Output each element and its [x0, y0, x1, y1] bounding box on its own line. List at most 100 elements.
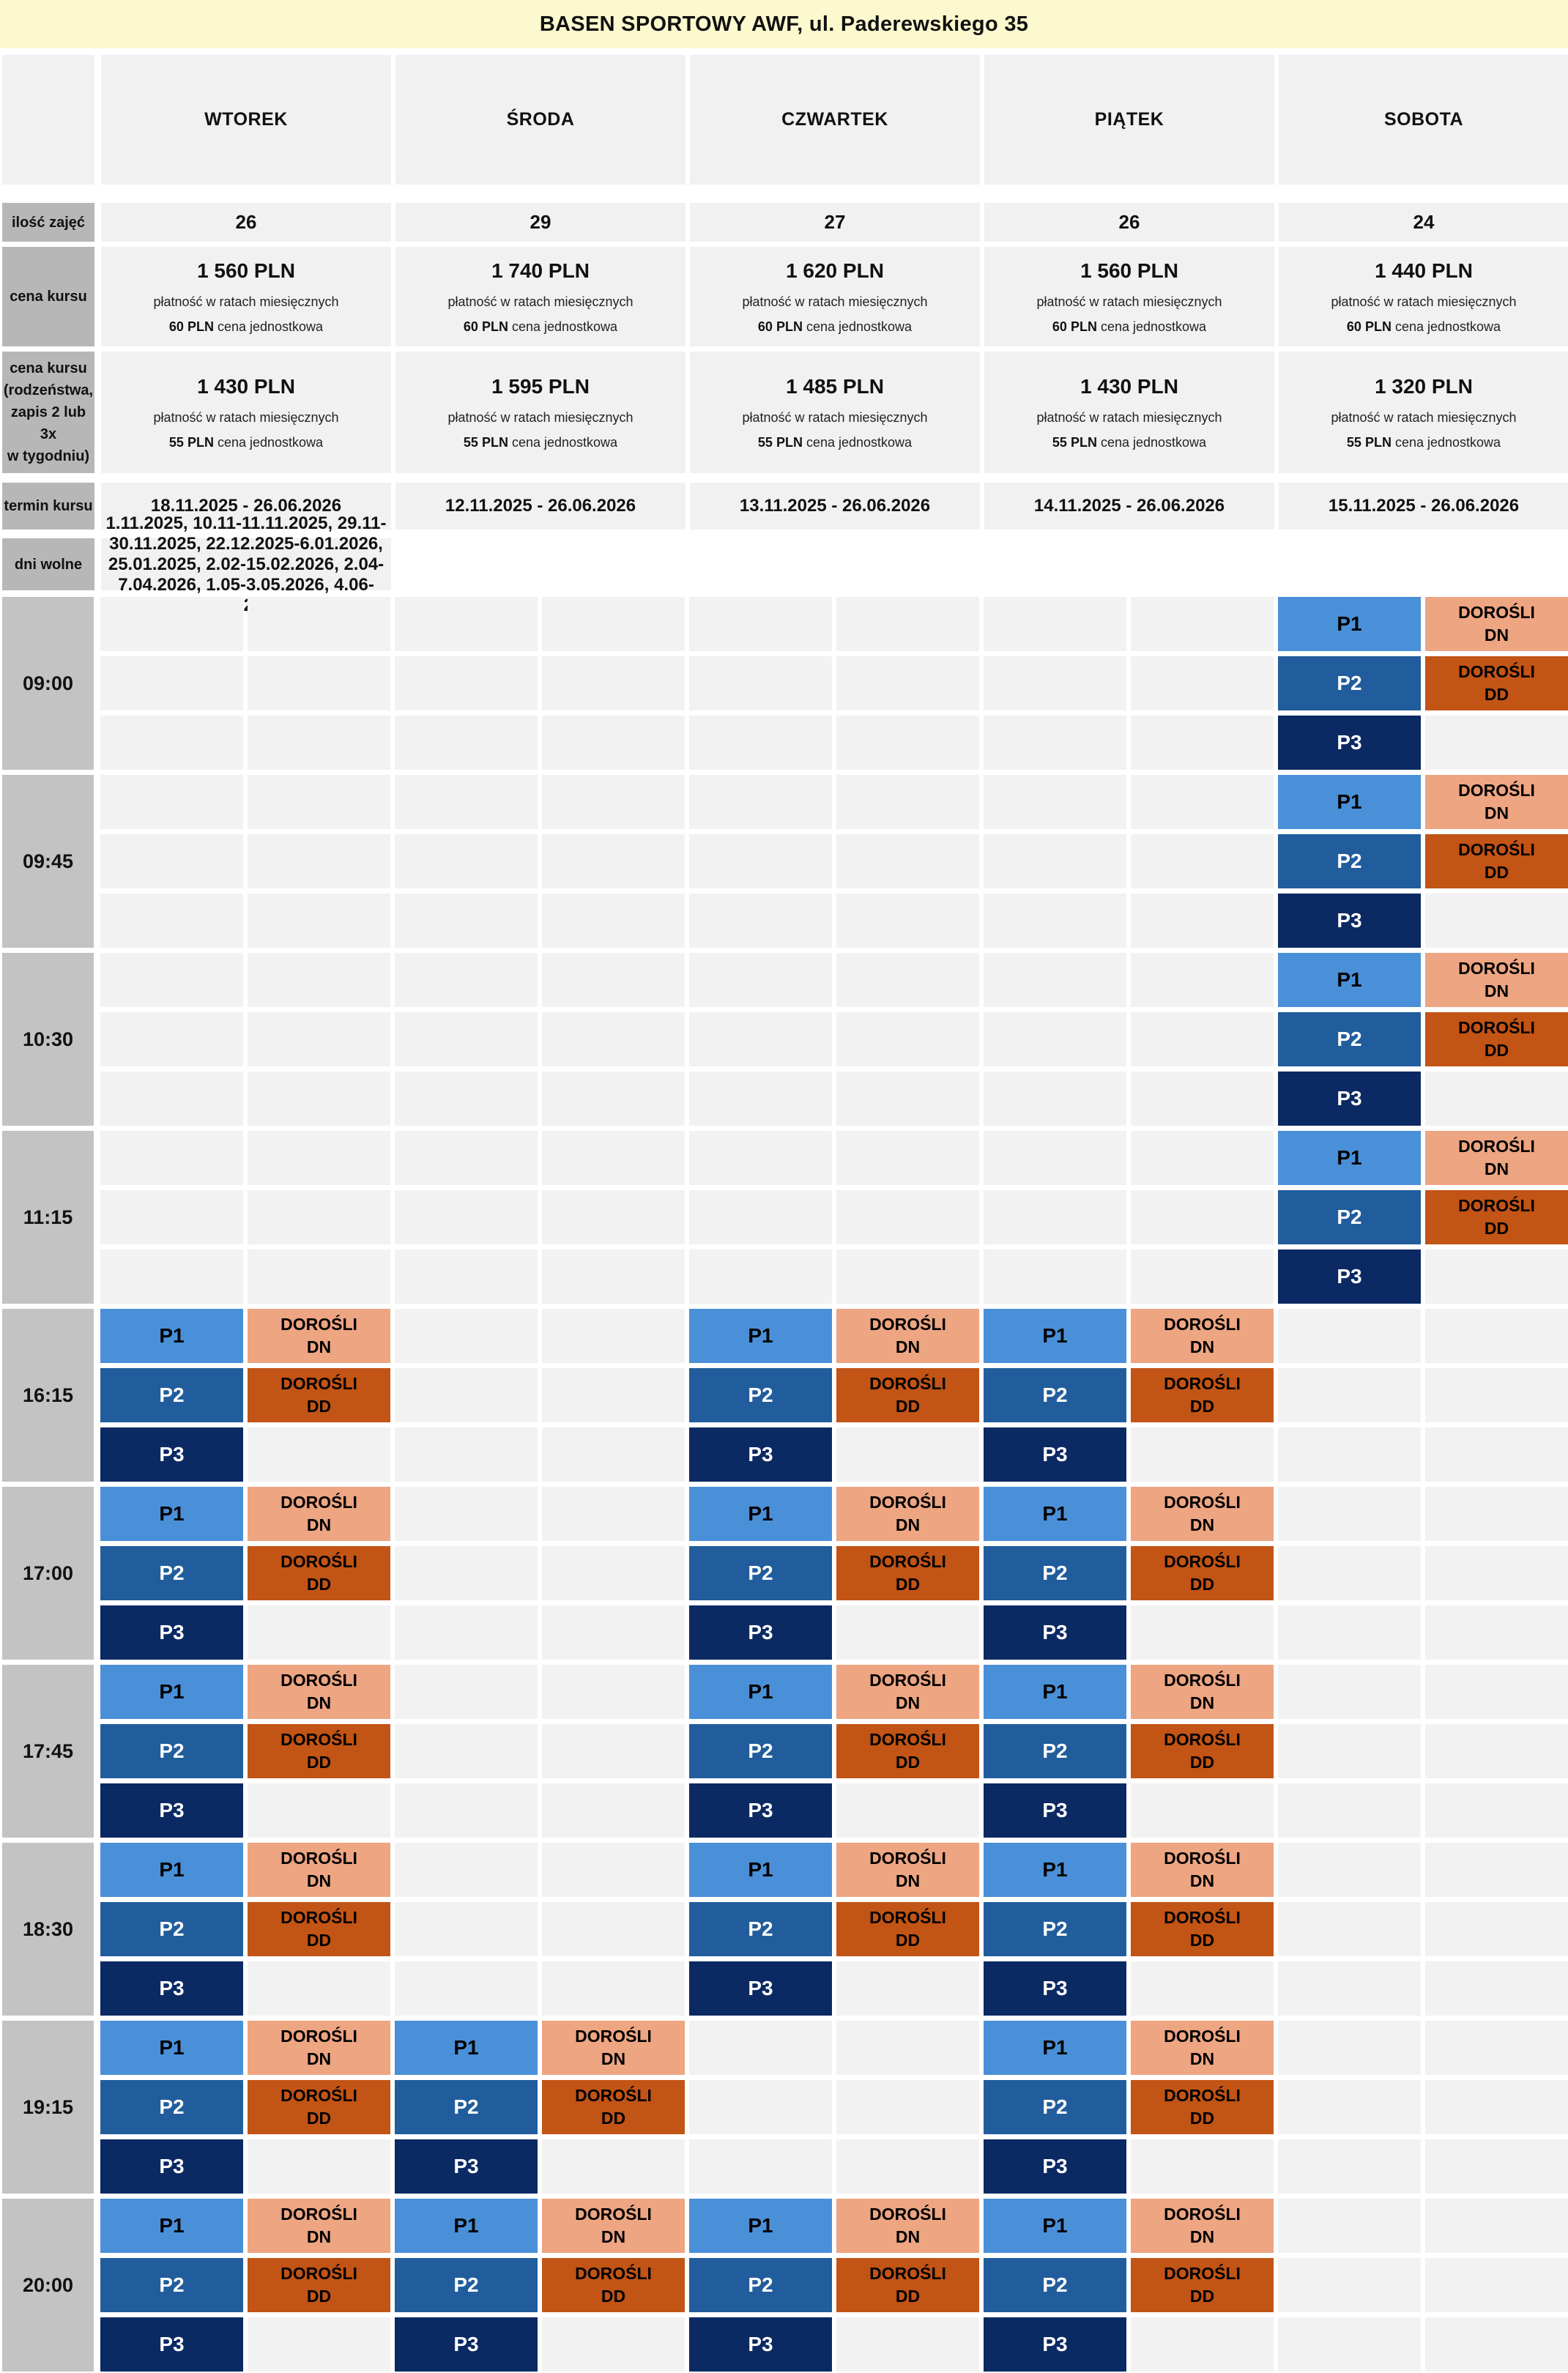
adults-block-dd: DOROŚLI DD — [1425, 656, 1568, 710]
empty-slot — [984, 1131, 1126, 1185]
lesson-block-p3: P3 — [100, 2317, 243, 2372]
empty-slot — [542, 1546, 685, 1600]
lesson-block-p2: P2 — [1278, 656, 1421, 710]
day-schedule-column: P1 DOROŚLI DN P2 DOROŚLI DD P3 — [689, 1665, 979, 1838]
day-schedule-column — [984, 1131, 1274, 1304]
empty-slot — [395, 1012, 538, 1066]
day-schedule-column: P1 DOROŚLI DN P2 DOROŚLI DD P3 — [984, 1487, 1274, 1660]
lesson-block-p1: P1 — [100, 1487, 243, 1541]
adults-block-dd: DOROŚLI DD — [248, 1724, 390, 1778]
lesson-block-p2: P2 — [1278, 1190, 1421, 1244]
discount-price-cell-czwartek: 1 485 PLN płatność w ratach miesięcznych… — [690, 352, 980, 473]
empty-slot — [542, 2139, 685, 2194]
empty-slot — [100, 953, 243, 1007]
adults-block-dn: DOROŚLI DN — [836, 1843, 979, 1897]
empty-slot — [1278, 2080, 1421, 2134]
row-label-days-off: dni wolne — [2, 538, 94, 590]
unit-price: 55 PLN cena jednostkowa — [757, 434, 913, 450]
adults-block-dd: DOROŚLI DD — [1131, 2080, 1274, 2134]
empty-slot — [1425, 1605, 1568, 1660]
empty-slot — [836, 1190, 979, 1244]
empty-slot — [1425, 2258, 1568, 2312]
empty-slot — [1278, 1309, 1421, 1363]
empty-slot — [1131, 834, 1274, 888]
payment-note: płatność w ratach miesięcznych — [1331, 294, 1517, 309]
empty-slot — [542, 1309, 685, 1363]
day-schedule-column — [395, 1131, 685, 1304]
day-schedule-column: P1 DOROŚLI DN P2 DOROŚLI DD P3 — [689, 2199, 979, 2372]
lesson-block-p1: P1 — [395, 2021, 538, 2075]
lesson-block-p1: P1 — [984, 1309, 1126, 1363]
lesson-block-p2: P2 — [984, 1368, 1126, 1422]
day-schedule-column — [1278, 2199, 1568, 2372]
day-schedule-column — [100, 597, 390, 770]
payment-note: płatność w ratach miesięcznych — [1036, 294, 1222, 309]
unit-price: 60 PLN cena jednostkowa — [463, 319, 618, 334]
lesson-block-p1: P1 — [100, 2199, 243, 2253]
lesson-block-p1: P1 — [689, 1665, 832, 1719]
adults-block-dn: DOROŚLI DN — [1425, 1131, 1568, 1185]
empty-slot — [1425, 1546, 1568, 1600]
empty-slot — [395, 1249, 538, 1304]
empty-slot — [100, 1190, 243, 1244]
empty-slot — [542, 834, 685, 888]
empty-slot — [1278, 2021, 1421, 2075]
empty-slot — [395, 1724, 538, 1778]
day-schedule-column: P1 DOROŚLI DN P2 DOROŚLI DD P3 — [689, 1309, 979, 1482]
empty-slot — [1425, 1249, 1568, 1304]
empty-slot — [542, 1249, 685, 1304]
lesson-block-p2: P2 — [395, 2080, 538, 2134]
lesson-block-p2: P2 — [984, 2258, 1126, 2312]
discount-price-row: cena kursu (rodzeństwa, zapis 2 lub 3x w… — [0, 352, 1568, 473]
day-schedule-column: P1 DOROŚLI DN P2 DOROŚLI DD P3 — [100, 1309, 390, 1482]
lesson-block-p1: P1 — [689, 2199, 832, 2253]
empty-slot — [836, 1783, 979, 1838]
empty-slot — [542, 1843, 685, 1897]
day-schedule-column — [984, 953, 1274, 1126]
time-group: 09:45 P1 DOROŚLI DN P2 DOROŚLI DD P3 — [0, 775, 1568, 948]
day-schedule-column: P1 DOROŚLI DN P2 DOROŚLI DD P3 — [1278, 1131, 1568, 1304]
payment-note: płatność w ratach miesięcznych — [153, 409, 339, 425]
empty-slot — [1278, 2139, 1421, 2194]
day-schedule-column — [689, 775, 979, 948]
adults-block-dd: DOROŚLI DD — [1131, 1724, 1274, 1778]
lesson-block-p3: P3 — [1278, 716, 1421, 770]
row-label-sessions: ilość zajęć — [2, 203, 94, 242]
empty-slot — [1425, 716, 1568, 770]
discount-price-cell-wtorek: 1 430 PLN płatność w ratach miesięcznych… — [101, 352, 391, 473]
term-cell-sroda: 12.11.2025 - 26.06.2026 — [395, 483, 685, 530]
empty-slot — [542, 1724, 685, 1778]
empty-slot — [248, 1427, 390, 1482]
price-value: 1 560 PLN — [197, 259, 295, 282]
day-schedule-column — [1278, 1309, 1568, 1482]
empty-slot — [542, 894, 685, 948]
lesson-block-p2: P2 — [984, 1724, 1126, 1778]
day-schedule-column — [689, 2021, 979, 2194]
empty-slot — [836, 2139, 979, 2194]
lesson-block-p3: P3 — [984, 2139, 1126, 2194]
lesson-block-p2: P2 — [689, 1368, 832, 1422]
empty-slot — [836, 2021, 979, 2075]
sessions-value-sobota: 24 — [1279, 203, 1568, 242]
discount-price-cell-sroda: 1 595 PLN płatność w ratach miesięcznych… — [395, 352, 685, 473]
empty-slot — [1278, 1961, 1421, 2016]
empty-slot — [395, 1546, 538, 1600]
empty-slot — [836, 1961, 979, 2016]
empty-slot — [542, 1665, 685, 1719]
empty-slot — [836, 656, 979, 710]
day-schedule-column — [689, 1131, 979, 1304]
adults-block-dn: DOROŚLI DN — [1425, 597, 1568, 651]
empty-slot — [542, 1072, 685, 1126]
day-schedule-column: P1 DOROŚLI DN P2 DOROŚLI DD P3 — [984, 1309, 1274, 1482]
adults-block-dn: DOROŚLI DN — [248, 1843, 390, 1897]
day-schedule-column — [1278, 2021, 1568, 2194]
day-schedule-column — [689, 597, 979, 770]
day-schedule-column: P1 DOROŚLI DN P2 DOROŚLI DD P3 — [689, 1487, 979, 1660]
corner-cell — [2, 55, 94, 185]
day-schedule-column — [395, 1843, 685, 2016]
empty-slot — [542, 1190, 685, 1244]
day-schedule-column — [1278, 1487, 1568, 1660]
empty-slot — [984, 716, 1126, 770]
day-schedule-column — [984, 597, 1274, 770]
